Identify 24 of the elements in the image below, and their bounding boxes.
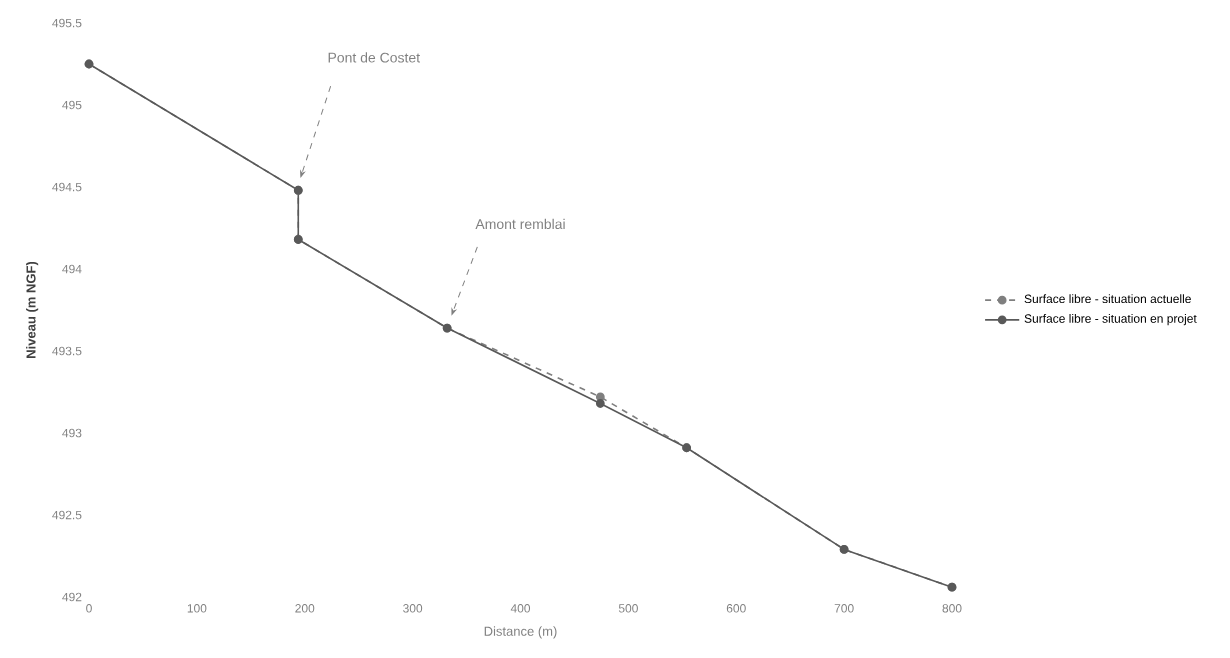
x-tick-label: 800 [942,604,962,613]
x-tick-label: 200 [295,604,315,613]
y-tick-label: 495.5 [52,18,82,28]
y-tick-label: 492.5 [52,510,82,520]
y-tick-label: 493.5 [52,346,82,356]
y-tick-label: 494.5 [52,182,82,192]
x-tick-label: 100 [187,604,207,613]
y-tick-label: 495 [62,100,82,110]
x-tick-label: 300 [403,604,423,613]
x-tick-label: 700 [834,604,854,613]
x-tick-label: 600 [726,604,746,613]
y-tick-label: 492 [62,592,82,602]
x-tick-label: 500 [618,604,638,613]
x-tick-label: 0 [86,604,92,613]
annotation: Amont remblai [475,218,565,230]
point [595,399,605,408]
annotation: Pont de Costet [328,52,420,63]
y-tick-label: 494 [62,264,82,274]
y-tick-label: 493 [62,428,82,438]
y-axis-title: Niveau (m NGF) [26,261,39,358]
legend-label: Surface libre - situation en projet [1024,313,1197,326]
x-axis-title: Distance (m) [484,626,557,639]
legend-label: Surface libre - situation actuelle [1024,294,1191,304]
x-tick-label: 400 [510,604,531,613]
